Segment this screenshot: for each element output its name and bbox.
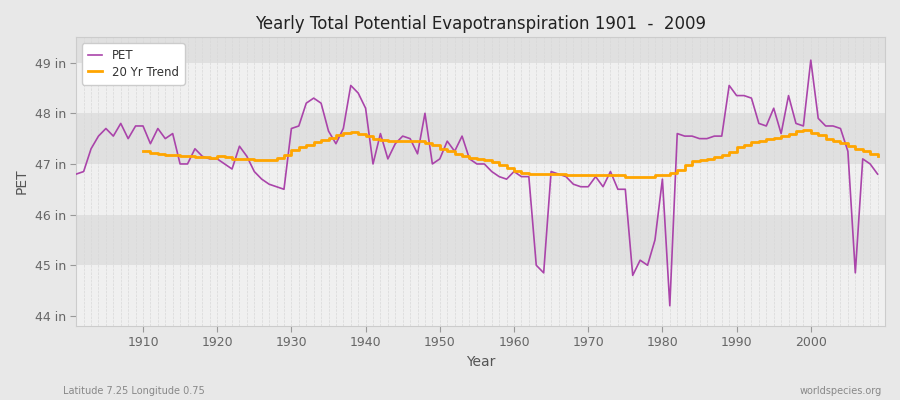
Text: Latitude 7.25 Longitude 0.75: Latitude 7.25 Longitude 0.75 — [63, 386, 205, 396]
PET — [130, 124, 141, 128]
Bar — [76, 63, 885, 113]
20 Yr Trend — [575, 173, 586, 178]
Bar — [76, 37, 885, 63]
Y-axis label: PET: PET — [15, 169, 29, 194]
PET — [508, 169, 519, 174]
PET — [338, 126, 348, 131]
20 Yr Trend — [798, 128, 809, 132]
PET — [872, 172, 883, 176]
Bar — [76, 265, 885, 316]
Legend: PET, 20 Yr Trend: PET, 20 Yr Trend — [82, 43, 184, 84]
PET — [598, 184, 608, 189]
PET — [293, 124, 304, 128]
PET — [501, 177, 512, 182]
20 Yr Trend — [620, 174, 631, 179]
Bar — [76, 215, 885, 265]
PET — [71, 172, 82, 176]
X-axis label: Year: Year — [466, 355, 495, 369]
Text: worldspecies.org: worldspecies.org — [800, 386, 882, 396]
Line: 20 Yr Trend: 20 Yr Trend — [143, 130, 878, 177]
Line: PET: PET — [76, 60, 878, 306]
Bar — [76, 164, 885, 215]
Bar — [76, 316, 885, 341]
20 Yr Trend — [309, 140, 320, 144]
PET — [806, 58, 816, 62]
PET — [664, 303, 675, 308]
Title: Yearly Total Potential Evapotranspiration 1901  -  2009: Yearly Total Potential Evapotranspiratio… — [255, 15, 706, 33]
20 Yr Trend — [828, 138, 839, 143]
20 Yr Trend — [279, 152, 290, 157]
20 Yr Trend — [872, 154, 883, 159]
20 Yr Trend — [850, 146, 860, 151]
20 Yr Trend — [516, 170, 526, 175]
Bar — [76, 316, 885, 326]
20 Yr Trend — [138, 149, 148, 154]
Bar — [76, 113, 885, 164]
